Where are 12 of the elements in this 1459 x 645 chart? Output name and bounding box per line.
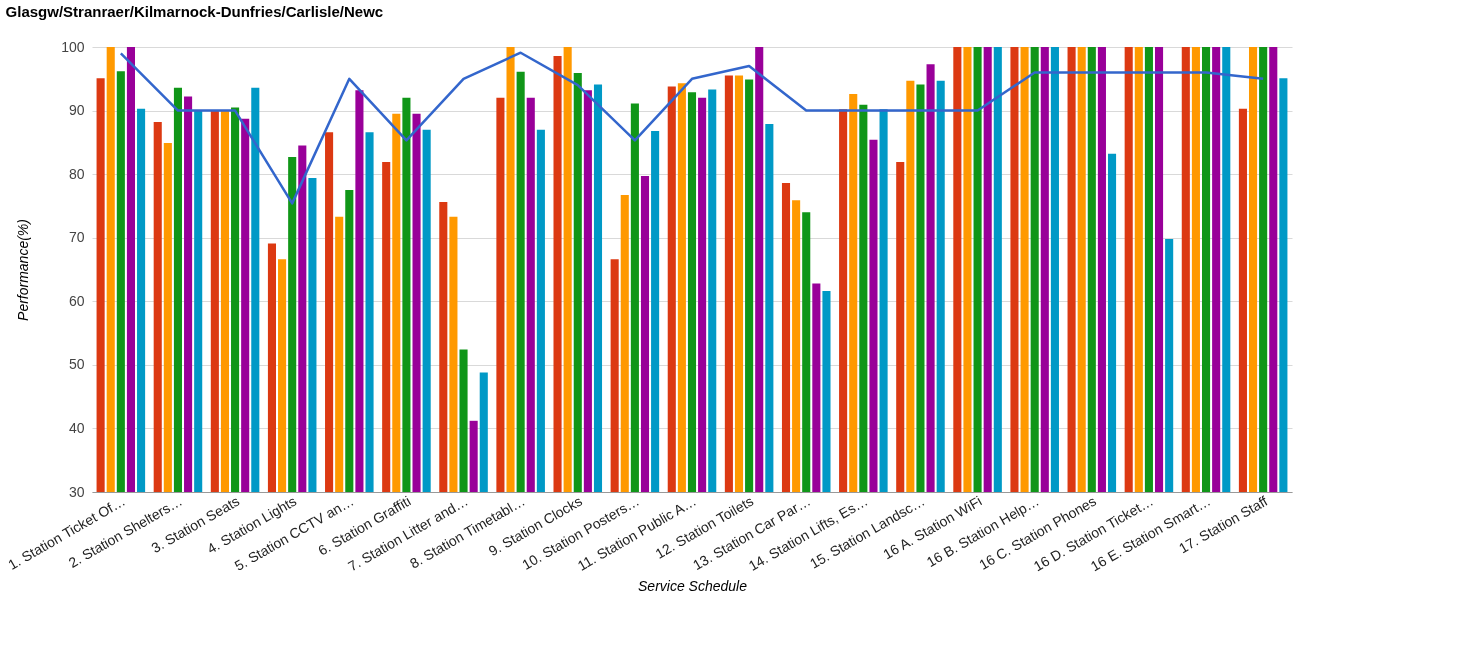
y-tick-label: 100: [61, 38, 85, 55]
y-tick-label: 40: [68, 419, 85, 436]
x-axis-title: Service Schedule: [638, 578, 748, 595]
line-series: [119, 51, 1265, 205]
y-tick-label: 60: [68, 292, 85, 309]
y-tick-label: 30: [68, 483, 85, 500]
y-tick-label: 80: [68, 165, 85, 182]
y-tick-label: 50: [68, 356, 85, 373]
chart-title: Glasgw/Stranraer/Kilmarnock-Dunfries/Carlisle/Newc: [5, 3, 384, 20]
y-axis-title: Performance(%): [15, 219, 32, 321]
y-tick-label: 70: [68, 229, 85, 246]
y-tick-label: 90: [68, 102, 85, 119]
